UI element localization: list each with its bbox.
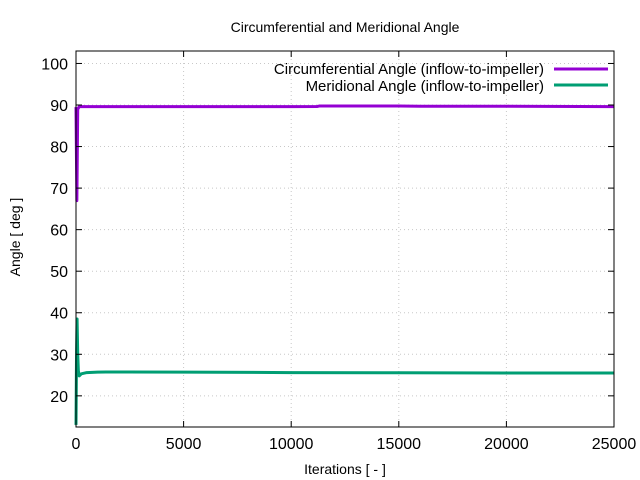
x-tick-label: 10000 [269,436,314,453]
y-tick-label: 20 [50,389,68,406]
y-tick-label: 100 [41,56,68,73]
y-tick-label: 30 [50,347,68,364]
x-tick-label: 20000 [484,436,529,453]
series-line-2 [74,317,614,425]
legend-label-series-2: Meridional Angle (inflow-to-impeller) [306,78,544,95]
x-axis-label: Iterations [ - ] [304,461,386,477]
y-tick-label: 40 [50,306,68,323]
series-line-1 [74,104,615,203]
x-tick-label: 0 [72,436,81,453]
legend-label-series-1: Circumferential Angle (inflow-to-impelle… [274,61,544,78]
x-tick-label: 5000 [166,436,202,453]
x-tick-label: 15000 [377,436,422,453]
plot-frame [75,50,615,428]
y-tick-label: 90 [50,98,68,115]
chart-title: Circumferential and Meridional Angle [231,19,460,35]
series-layer [74,104,615,425]
y-tick-label: 50 [50,264,68,281]
y-tick-label: 70 [50,181,68,198]
x-tick-label: 25000 [592,436,637,453]
y-tick-label: 60 [50,223,68,240]
y-tick-label: 80 [50,140,68,157]
grid [76,51,614,427]
legend: Circumferential Angle (inflow-to-impelle… [274,61,608,95]
y-axis-label: Angle [ deg ] [7,198,23,277]
ticks: 0 5000 10000 15000 20000 25000 20 30 40 50 60 70 80 9… [41,51,636,453]
